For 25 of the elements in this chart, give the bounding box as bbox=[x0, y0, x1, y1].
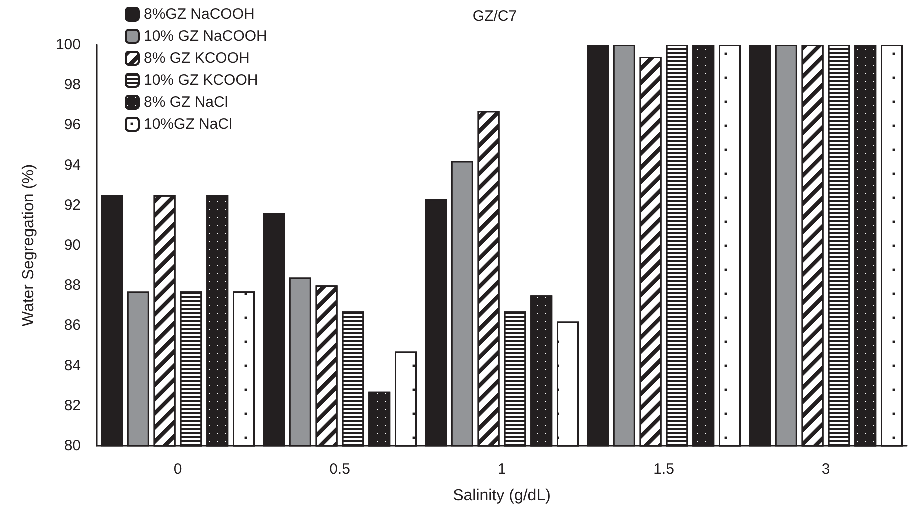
y-tick-label: 100 bbox=[56, 36, 81, 54]
x-tick-label: 1.5 bbox=[654, 461, 674, 478]
y-tick-label: 98 bbox=[64, 76, 81, 94]
legend-label: 8% GZ KCOOH bbox=[144, 50, 250, 67]
x-tick-label: 3 bbox=[822, 461, 830, 478]
y-tick-label: 96 bbox=[64, 116, 81, 134]
y-tick-label: 80 bbox=[64, 438, 81, 454]
y-tick-label: 84 bbox=[64, 357, 81, 374]
legend-label: 10% GZ KCOOH bbox=[144, 72, 258, 89]
legend-label: 10% GZ NaCOOH bbox=[144, 28, 268, 45]
y-tick-label: 92 bbox=[64, 196, 81, 214]
x-axis-title: Salinity (g/dL) bbox=[453, 488, 551, 504]
y-tick-label: 88 bbox=[64, 277, 81, 294]
chart-title: GZ/C7 bbox=[472, 8, 518, 25]
y-axis-title: Water Segregation (%) bbox=[20, 164, 38, 327]
legend-label: 8% GZ NaCl bbox=[144, 94, 228, 111]
y-tick-label: 86 bbox=[64, 317, 81, 334]
x-tick-label: 0.5 bbox=[330, 461, 350, 478]
y-tick-label: 82 bbox=[64, 397, 81, 414]
y-tick-label: 90 bbox=[64, 237, 81, 254]
legend-label: 8%GZ NaCOOH bbox=[144, 6, 255, 23]
legend-label: 10%GZ NaCl bbox=[144, 116, 232, 133]
y-tick-label: 94 bbox=[64, 156, 81, 174]
x-tick-label: 1 bbox=[498, 461, 506, 478]
x-tick-label: 0 bbox=[174, 461, 182, 478]
